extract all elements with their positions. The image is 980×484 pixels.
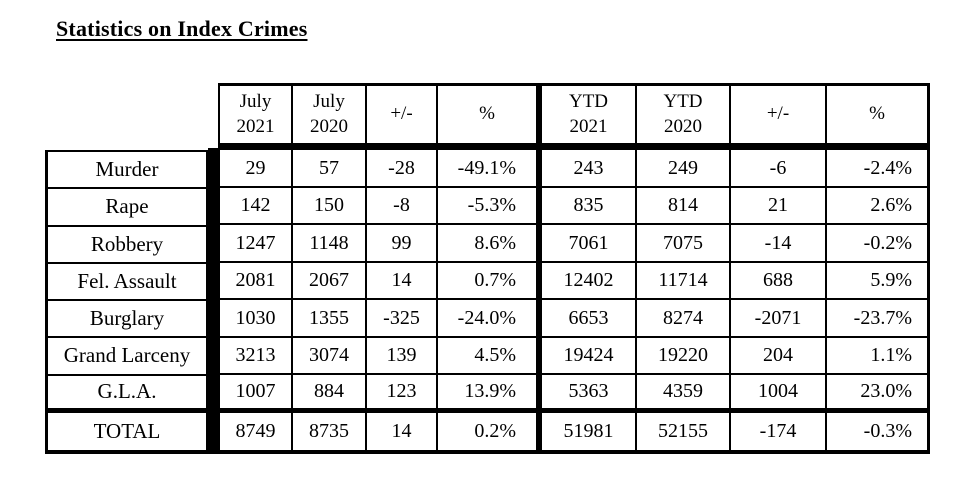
cell-fel-assault-ytd-2020: 11714 (637, 262, 731, 300)
cell-murder-ytd-percent: -2.4% (827, 150, 927, 188)
cell-fel-assault-ytd-change: 688 (731, 262, 827, 300)
cell-robbery-ytd-2020: 7075 (637, 225, 731, 263)
cell-grand-larceny-july-2021: 3213 (220, 337, 293, 375)
cell-gla-percent: 13.9% (438, 375, 542, 413)
cell-fel-assault-july-2020: 2067 (293, 262, 367, 300)
cell-total-july-2021: 8749 (220, 412, 293, 450)
cell-robbery-ytd-percent: -0.2% (827, 225, 927, 263)
row-label-column: Murder Rape Robbery Fel. Assault Burglary Gra… (45, 150, 208, 454)
thick-divider-bar (208, 148, 218, 454)
cell-grand-larceny-ytd-change: 204 (731, 337, 827, 375)
cell-grand-larceny-change: 139 (367, 337, 438, 375)
cell-burglary-ytd-percent: -23.7% (827, 300, 927, 338)
col-header-ytd-change: +/- (731, 86, 827, 150)
cell-murder-percent: -49.1% (438, 150, 542, 188)
page-title: Statistics on Index Crimes (56, 16, 307, 42)
cell-total-ytd-2020: 52155 (637, 412, 731, 450)
cell-gla-change: 123 (367, 375, 438, 413)
cell-gla-july-2020: 884 (293, 375, 367, 413)
cell-robbery-july-2020: 1148 (293, 225, 367, 263)
cell-murder-july-2020: 57 (293, 150, 367, 188)
cell-rape-ytd-percent: 2.6% (827, 188, 927, 225)
row-label-rape: Rape (48, 189, 206, 227)
cell-robbery-ytd-2021: 7061 (542, 225, 637, 263)
cell-total-ytd-percent: -0.3% (863, 420, 912, 443)
cell-burglary-ytd-2021: 6653 (542, 300, 637, 338)
cell-murder-ytd-change: -6 (731, 150, 827, 188)
cell-total-july-2020: 8735 (293, 412, 367, 450)
cell-grand-larceny-july-2020: 3074 (293, 337, 367, 375)
col-header-percent: % (438, 86, 542, 150)
cell-robbery-ytd-change: -14 (731, 225, 827, 263)
cell-murder-ytd-2020: 249 (637, 150, 731, 188)
row-label-total: TOTAL (93, 418, 161, 443)
cell-rape-ytd-2020: 814 (637, 187, 731, 225)
cell-robbery-july-2021: 1247 (220, 225, 293, 263)
cell-murder-july-2021: 29 (220, 150, 293, 188)
page-title-text: Statistics on Index Crimes (56, 16, 308, 41)
cell-burglary-change: -325 (367, 300, 438, 338)
cell-fel-assault-ytd-2021: 12402 (542, 262, 637, 300)
cell-burglary-percent: -24.0% (438, 300, 542, 338)
cell-total-ytd-2021: 51981 (542, 412, 637, 450)
col-header-july-2021: July 2021 (220, 86, 293, 150)
cell-total-percent: 0.2% (438, 412, 542, 450)
cell-rape-ytd-2021: 835 (542, 187, 637, 225)
cell-burglary-ytd-change: -2071 (731, 300, 827, 338)
cell-gla-ytd-change: 1004 (731, 375, 827, 413)
col-header-ytd-2020: YTD 2020 (637, 86, 731, 150)
cell-gla-ytd-2021: 5363 (542, 375, 637, 413)
cell-burglary-july-2021: 1030 (220, 300, 293, 338)
cell-rape-ytd-change: 21 (731, 187, 827, 225)
cell-total-change: 14 (367, 412, 438, 450)
cell-fel-assault-change: 14 (367, 262, 438, 300)
cell-murder-ytd-2021: 243 (542, 150, 637, 188)
col-header-july-2020: July 2020 (293, 86, 367, 150)
cell-burglary-ytd-2020: 8274 (637, 300, 731, 338)
col-header-change: +/- (367, 86, 438, 150)
cell-rape-july-2021: 142 (220, 187, 293, 225)
cell-fel-assault-percent: 0.7% (438, 262, 542, 300)
col-header-ytd-percent: % (827, 86, 927, 150)
cell-grand-larceny-percent: 4.5% (438, 337, 542, 375)
cell-grand-larceny-ytd-percent: 1.1% (827, 338, 927, 375)
cell-rape-change: -8 (367, 187, 438, 225)
row-label-robbery: Robbery (48, 227, 206, 264)
row-label-grand-larceny: Grand Larceny (48, 338, 206, 376)
crime-stats-table: July 2021 July 2020 +/-% YTD 2021 YTD 2020 +/… (218, 83, 930, 454)
cell-total-ytd-change: -174 (731, 412, 827, 450)
cell-gla-ytd-percent: 23.0% (827, 375, 927, 413)
cell-fel-assault-ytd-percent: 5.9% (827, 263, 927, 300)
row-label-murder: Murder (48, 152, 206, 190)
cell-grand-larceny-ytd-2020: 19220 (637, 337, 731, 375)
cell-rape-percent: -5.3% (438, 187, 542, 225)
row-label-fel-assault: Fel. Assault (48, 264, 206, 301)
cell-rape-july-2020: 150 (293, 187, 367, 225)
cell-robbery-change: 99 (367, 225, 438, 263)
cell-burglary-july-2020: 1355 (293, 300, 367, 338)
cell-robbery-percent: 8.6% (438, 225, 542, 263)
cell-gla-july-2021: 1007 (220, 375, 293, 413)
cell-fel-assault-july-2021: 2081 (220, 262, 293, 300)
row-label-burglary: Burglary (48, 301, 206, 339)
cell-grand-larceny-ytd-2021: 19424 (542, 337, 637, 375)
cell-gla-ytd-2020: 4359 (637, 375, 731, 413)
row-label-gla: G.L.A. (48, 376, 206, 413)
col-header-ytd-2021: YTD 2021 (542, 86, 637, 150)
cell-murder-change: -28 (367, 150, 438, 188)
